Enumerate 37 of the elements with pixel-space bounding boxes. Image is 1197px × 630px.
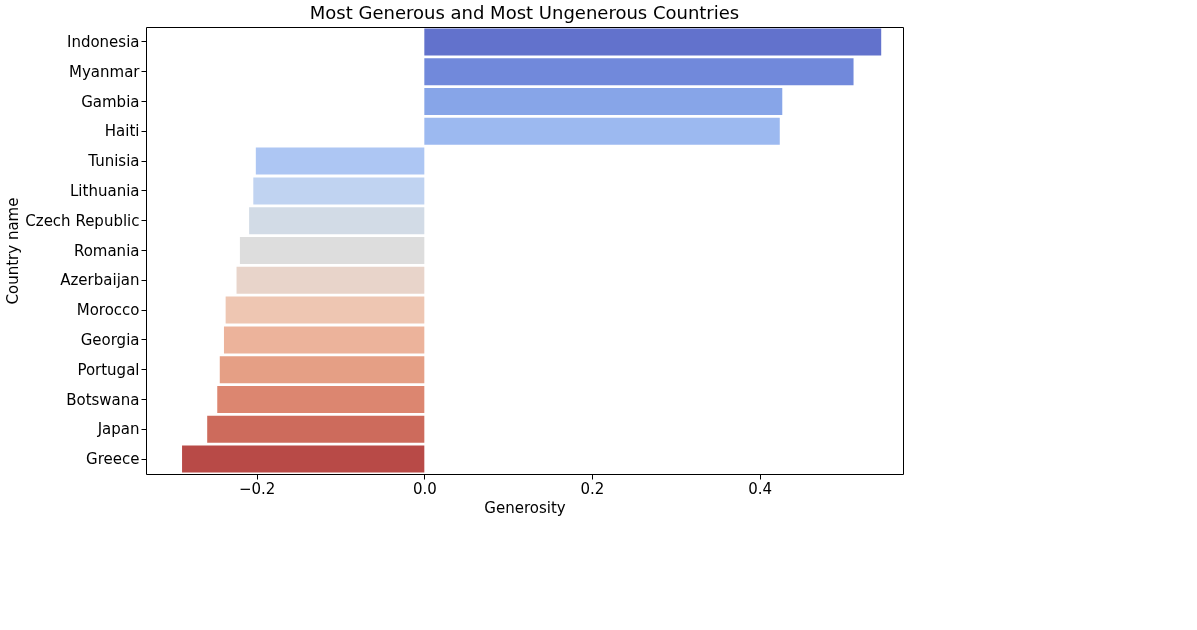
chart-title: Most Generous and Most Ungenerous Countries: [309, 2, 740, 23]
y-tick-label: Morocco: [76, 301, 140, 320]
bar: [182, 445, 425, 473]
y-tick-label: Indonesia: [66, 32, 140, 51]
bar: [424, 88, 783, 115]
bar: [255, 147, 425, 175]
bar: [249, 207, 425, 235]
bar: [217, 386, 425, 413]
y-tick-label: Tunisia: [87, 152, 140, 171]
y-tick-label: Botswana: [66, 390, 140, 409]
y-tick-label: Haiti: [104, 122, 140, 141]
bar: [219, 356, 425, 384]
y-tick-label: Greece: [86, 450, 140, 469]
bar: [223, 326, 425, 354]
y-tick-label: Czech Republic: [25, 211, 140, 230]
x-axis-title: Generosity: [484, 498, 566, 517]
y-tick-label: Portugal: [77, 360, 140, 379]
y-tick-label: Azerbaijan: [60, 271, 140, 290]
y-tick-label: Gambia: [81, 92, 140, 111]
x-tick-label: 0.4: [748, 479, 773, 498]
bar: [239, 237, 425, 264]
y-axis-title: Country name: [4, 197, 23, 305]
bar: [424, 28, 882, 56]
y-tick-label: Japan: [96, 420, 140, 439]
y-tick-label: Romania: [73, 241, 140, 260]
x-tick-label: −0.2: [238, 479, 276, 498]
y-tick-label: Georgia: [80, 330, 140, 349]
x-tick-label: 0.0: [412, 479, 437, 498]
bar: [207, 415, 425, 443]
bar: [236, 266, 425, 294]
y-tick-label: Myanmar: [69, 62, 141, 81]
y-tick-label: Lithuania: [70, 181, 140, 200]
bar: [253, 177, 425, 205]
bar: [424, 58, 854, 86]
bar: [225, 296, 425, 324]
x-tick-label: 0.2: [580, 479, 605, 498]
bar: [424, 117, 780, 145]
